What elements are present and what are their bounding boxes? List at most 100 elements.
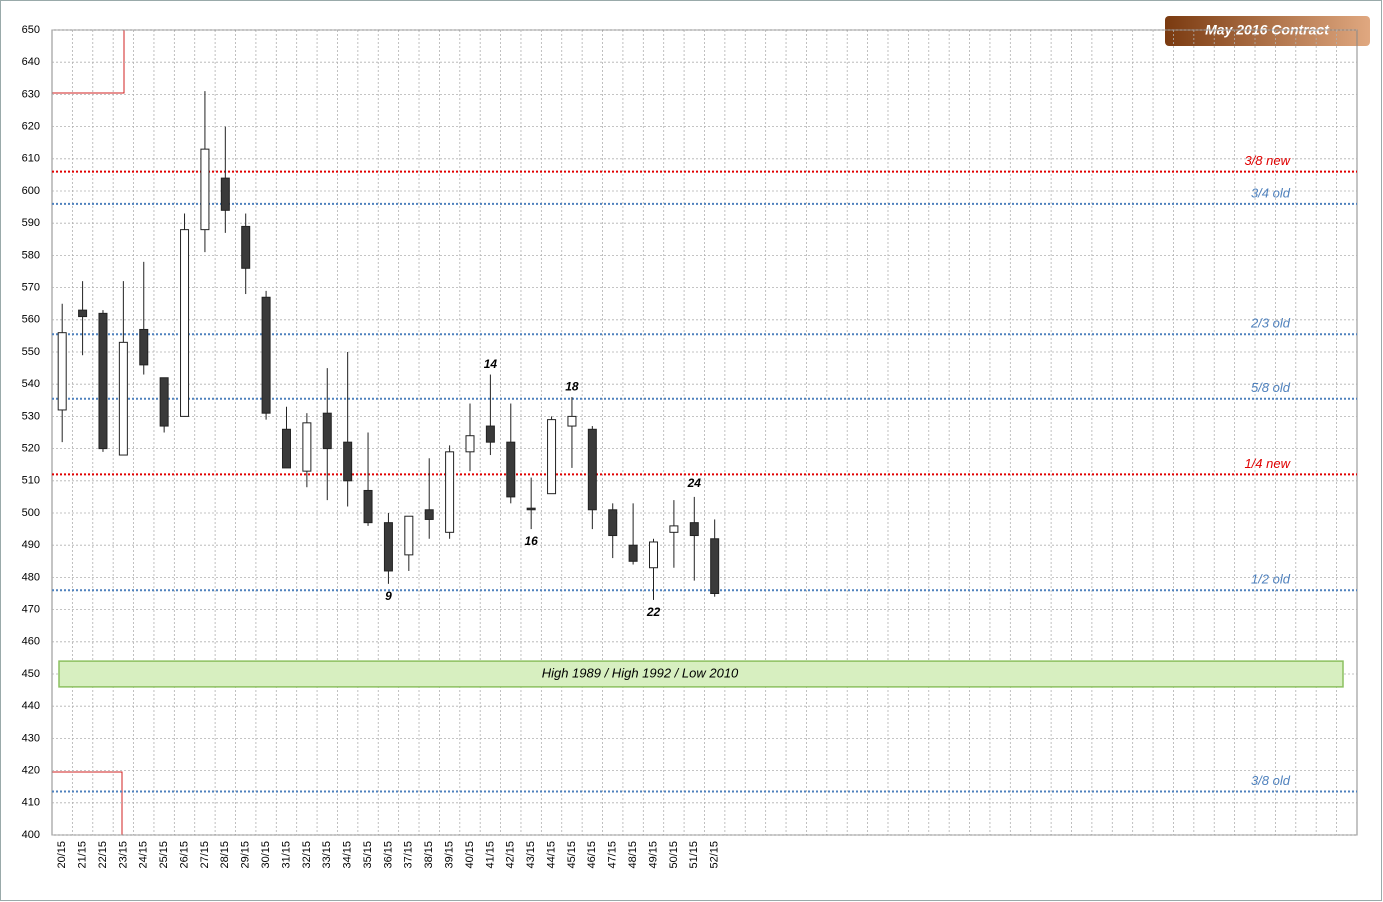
x-tick-label: 31/15 [280,841,292,869]
y-tick-label: 430 [22,732,40,744]
candle-body [118,341,128,456]
candle-body [57,332,67,411]
x-tick-label: 27/15 [199,841,211,869]
y-tick-label: 540 [22,378,40,390]
y-tick-label: 580 [22,249,40,261]
y-tick-label: 420 [22,765,40,777]
candle-body [669,525,679,533]
x-tick-label: 29/15 [240,841,252,869]
candle-body [404,515,414,556]
candle-body [281,428,291,469]
y-tick-label: 500 [22,507,40,519]
y-tick-label: 570 [22,282,40,294]
x-tick-label: 36/15 [382,841,394,869]
y-tick-label: 450 [22,668,40,680]
x-tick-label: 50/15 [668,841,680,869]
candle-body [649,541,659,569]
y-tick-label: 650 [22,24,40,36]
x-tick-label: 30/15 [260,841,272,869]
x-tick-label: 39/15 [444,841,456,869]
candle-body [363,489,373,524]
candle-body [445,451,455,533]
y-tick-label: 610 [22,153,40,165]
y-tick-label: 590 [22,217,40,229]
candle-body [506,441,516,498]
candle-body [220,177,230,211]
y-tick-label: 620 [22,121,40,133]
level-label: 1/2 old [1251,572,1291,587]
candle-body [98,312,108,450]
x-tick-label: 33/15 [321,841,333,869]
y-tick-label: 480 [22,571,40,583]
candle-body [261,296,271,414]
candle-body [567,415,577,427]
candle-body [526,507,536,511]
candle-body [180,229,190,417]
band-label: High 1989 / High 1992 / Low 2010 [542,665,739,680]
x-tick-label: 52/15 [709,841,721,869]
y-tick-label: 560 [22,314,40,326]
y-tick-label: 400 [22,829,40,841]
x-tick-label: 26/15 [178,841,190,869]
x-tick-label: 35/15 [362,841,374,869]
annotation: 22 [646,605,661,619]
candle-body [200,148,210,231]
x-tick-label: 24/15 [138,841,150,869]
candle-body [383,522,393,572]
y-tick-label: 410 [22,797,40,809]
x-tick-label: 51/15 [688,841,700,869]
y-tick-label: 550 [22,346,40,358]
level-label: 1/4 new [1244,456,1291,471]
x-tick-label: 21/15 [76,841,88,869]
annotation: 24 [687,476,702,490]
candle-body [139,328,149,366]
candle-body [628,544,638,562]
y-tick-label: 520 [22,443,40,455]
candle-body [465,435,475,453]
candle-body [159,377,169,427]
candle-body [424,509,434,520]
candle-body [302,422,312,472]
y-tick-label: 510 [22,475,40,487]
level-label: 3/8 new [1244,153,1291,168]
x-tick-label: 32/15 [301,841,313,869]
candle-body [587,428,597,511]
annotation: 16 [524,534,538,548]
y-tick-label: 600 [22,185,40,197]
x-tick-label: 23/15 [117,841,129,869]
x-tick-label: 22/15 [97,841,109,869]
y-tick-label: 530 [22,410,40,422]
level-label: 3/4 old [1251,185,1291,200]
candle-body [343,441,353,482]
level-label: 2/3 old [1250,316,1291,331]
y-tick-label: 460 [22,636,40,648]
x-tick-label: 28/15 [219,841,231,869]
level-label: 5/8 old [1251,380,1291,395]
y-tick-label: 470 [22,604,40,616]
x-tick-label: 46/15 [586,841,598,869]
x-tick-label: 45/15 [566,841,578,869]
y-tick-label: 640 [22,56,40,68]
candle-body [689,522,699,537]
x-tick-label: 20/15 [56,841,68,869]
title-box [1165,16,1370,46]
candle-body [485,425,495,443]
x-tick-label: 40/15 [464,841,476,869]
candle-body [78,309,88,318]
level-label: 3/8 old [1251,773,1291,788]
x-tick-label: 43/15 [525,841,537,869]
x-tick-label: 47/15 [607,841,619,869]
x-tick-label: 42/15 [505,841,517,869]
annotation: 18 [565,380,579,394]
x-tick-label: 49/15 [647,841,659,869]
y-tick-label: 440 [22,700,40,712]
x-tick-label: 25/15 [158,841,170,869]
x-tick-label: 34/15 [342,841,354,869]
candle-body [322,412,332,450]
y-tick-label: 490 [22,539,40,551]
annotation: 14 [484,357,498,371]
candle-body [241,225,251,269]
